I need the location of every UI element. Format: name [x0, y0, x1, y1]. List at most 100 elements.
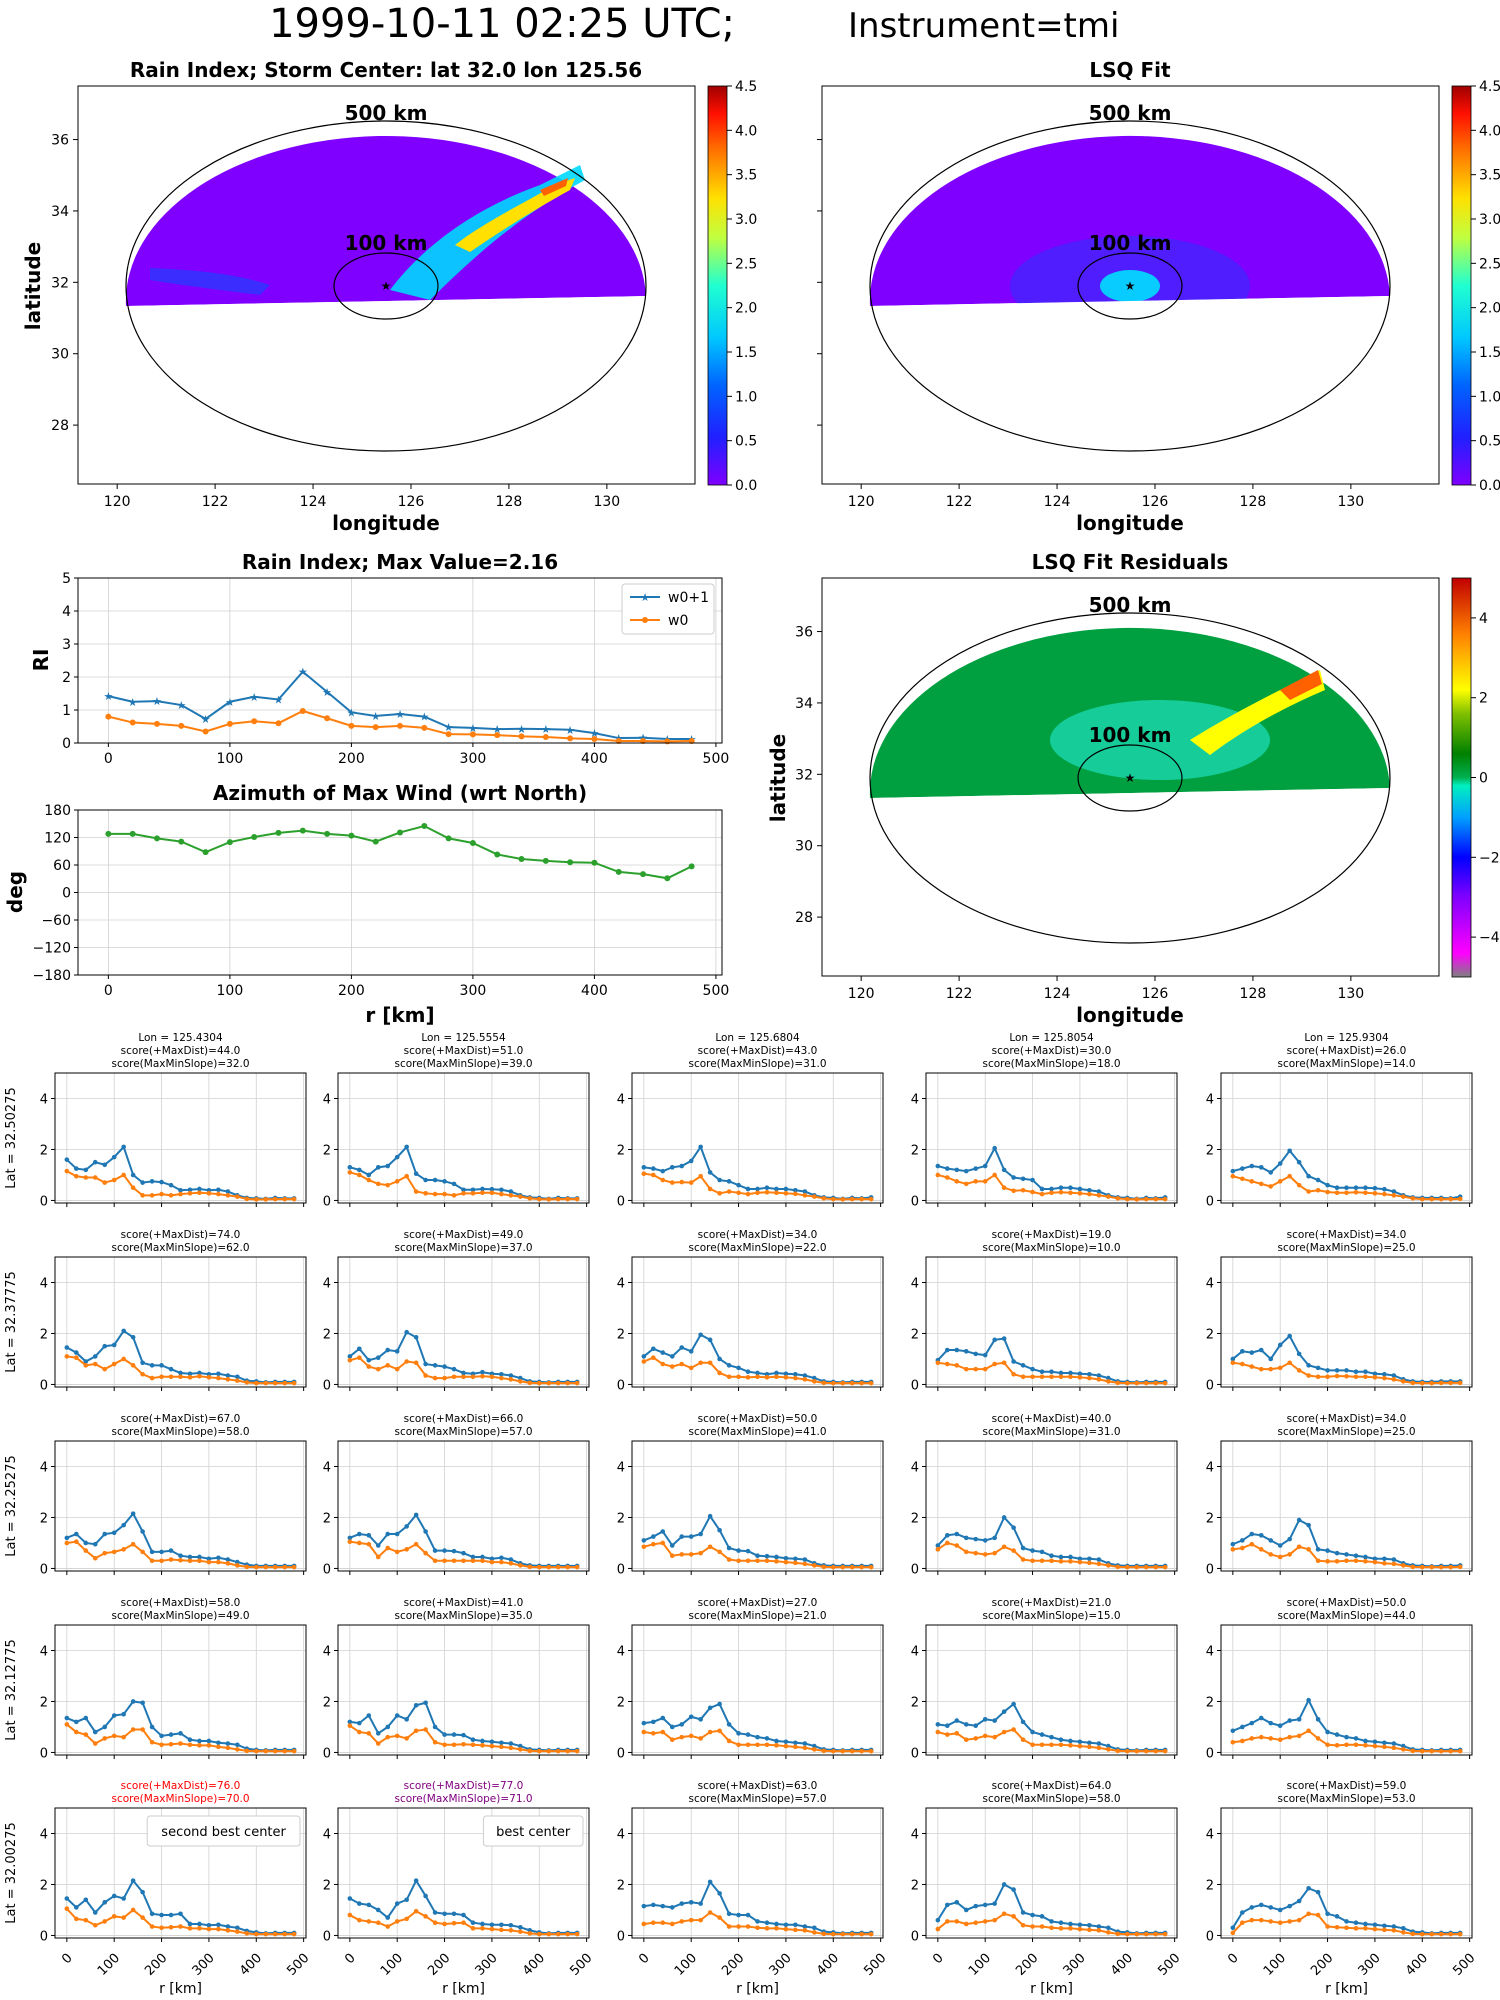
- grid-r4-c3-series-1-point-22: [1143, 1931, 1149, 1937]
- grid-r0-c4-series-1-point-22: [1438, 1196, 1444, 1202]
- grid-r4-c1-series-1-point-9: [432, 1920, 438, 1926]
- grid-r3-c4-series-1-point-9: [1315, 1736, 1321, 1741]
- grid-r0-c2-series-0-point-12: [755, 1186, 760, 1192]
- grid-r0-c4-series-1-point-1: [1240, 1176, 1245, 1182]
- grid-r3-c2-frame: [631, 1624, 884, 1756]
- grid-r1-c0-ytick-label-1: 2: [40, 1327, 48, 1342]
- az-series-0-point-6: [251, 834, 258, 841]
- grid-r0-c1-series-0-point-8: [423, 1177, 428, 1183]
- grid-r0-c2-frame: [631, 1072, 884, 1204]
- ri-series-1-point-17: [518, 733, 525, 740]
- grid-r1-c4-series-0-point-14: [1363, 1369, 1368, 1375]
- grid-r2-c4-series-1-point-19: [1410, 1564, 1416, 1570]
- grid-r0-c3-series-0-point-15: [1077, 1186, 1083, 1192]
- grid-r2-c1-series-1-point-2: [366, 1541, 372, 1547]
- grid-r4-c1-series-0-point-13: [470, 1920, 476, 1926]
- cbB-tick-label-3: 1.5: [1479, 345, 1500, 361]
- grid-r3-c3-series-0-point-4: [973, 1723, 979, 1728]
- grid-r0-c3-series-1-point-6: [992, 1172, 997, 1178]
- grid-r4-c3-series-1-point-11: [1039, 1924, 1045, 1929]
- grid-r4-c0-xtick-label-3: 300: [190, 1951, 218, 1979]
- map-residuals-xtick-label-1: 122: [946, 986, 973, 1002]
- ri-series-0-point-5: ★: [225, 696, 235, 709]
- grid-r3-c0-series-0-point-14: [197, 1738, 202, 1744]
- grid-r2-c4-series-0-point-16: [1382, 1556, 1387, 1562]
- grid-r4-c4-series-1-point-23: [1448, 1931, 1453, 1937]
- grid-r3-c1-series-0-point-2: [366, 1713, 372, 1718]
- grid-r0-c3-series-1-point-12: [1049, 1190, 1054, 1196]
- grid-r0-c2-series-1-point-9: [726, 1189, 732, 1194]
- grid-r4-c1-series-1-point-16: [499, 1927, 504, 1933]
- grid-r3-c4-series-1-point-24: [1457, 1748, 1463, 1754]
- grid-r4-c1-xtick-label-2: 200: [425, 1951, 453, 1979]
- grid-r3-c2-series-1-point-11: [745, 1742, 751, 1748]
- cbA-tick-label-0: 0.0: [735, 478, 757, 494]
- map-lsq-fit-title: LSQ Fit: [1089, 58, 1171, 82]
- grid-r1-c4-series-1-point-10: [1325, 1374, 1330, 1380]
- map-rain-index-white-half: [126, 296, 646, 484]
- grid-r2-c1-series-0-point-9: [432, 1548, 438, 1553]
- grid-r1-c2-series-1-point-3: [669, 1364, 675, 1369]
- grid-r4-c2-series-0-point-14: [774, 1921, 779, 1927]
- grid-r1-c0-series-0-point-4: [102, 1343, 108, 1349]
- map-residuals-ytick-label-2: 32: [795, 767, 813, 783]
- ri-series-1-point-2: [153, 720, 160, 727]
- grid-r3-c1-series-1-point-20: [536, 1748, 542, 1754]
- grid-r4-c2-series-0-point-12: [755, 1919, 760, 1924]
- grid-r3-c3-series-1-point-9: [1020, 1737, 1026, 1743]
- grid-r4-c2-series-0-point-5: [688, 1900, 694, 1905]
- grid-r0-c4-series-1-point-21: [1429, 1196, 1435, 1202]
- grid-r0-c0-series-0-point-6: [121, 1144, 126, 1150]
- grid-r1-c3-series-0-point-12: [1049, 1369, 1054, 1375]
- grid-r3-c0-series-1-point-7: [130, 1727, 136, 1732]
- grid-r4-c1-series-1-point-0: [347, 1912, 353, 1918]
- grid-r0-c1-series-1-point-14: [480, 1190, 485, 1196]
- grid-r2-c4-series-0-point-12: [1344, 1552, 1349, 1557]
- grid-r0-c3-series-1-point-17: [1096, 1193, 1102, 1198]
- grid-r0-c2-series-1-point-17: [802, 1193, 808, 1198]
- grid-r0-c2-series-0-point-9: [726, 1179, 732, 1184]
- grid-r1-c0-series-1-point-21: [263, 1380, 269, 1386]
- grid-r2-c1-series-0-point-14: [480, 1554, 485, 1560]
- az-xtick-label-1: 100: [217, 983, 244, 999]
- grid-r2-c1-series-0-point-6: [404, 1524, 409, 1529]
- grid-r0-c2-series-0-point-4: [679, 1163, 685, 1169]
- grid-r0-c3-series-0-point-16: [1087, 1187, 1092, 1193]
- grid-r3-c2-series-0-point-8: [717, 1701, 722, 1707]
- grid-r0-c2-series-1-point-4: [679, 1179, 685, 1185]
- grid-r3-c3-score-maxminslope: score(MaxMinSlope)=15.0: [982, 1610, 1120, 1622]
- grid-r1-c2-series-1-point-16: [793, 1375, 798, 1381]
- grid-r2-c2-series-1-point-4: [679, 1552, 685, 1557]
- grid-r4-c0-xtick-label-0: 0: [59, 1951, 75, 1967]
- grid-r2-c3-series-1-point-3: [963, 1549, 969, 1555]
- grid-r3-c2-series-1-point-22: [849, 1748, 855, 1754]
- grid-r4-c2-series-1-point-19: [821, 1931, 827, 1937]
- grid-c1-xlabel: r [km]: [442, 1981, 485, 1997]
- grid-r2-c3-series-1-point-21: [1134, 1564, 1140, 1570]
- grid-r2-c1-series-1-point-9: [432, 1558, 438, 1564]
- grid-r3-c0-series-1-point-22: [272, 1748, 278, 1754]
- grid-r4-c3-series-0-point-4: [973, 1903, 979, 1909]
- grid-r0-c4-series-1-point-14: [1363, 1190, 1368, 1196]
- grid-r0-c0-series-0-point-1: [74, 1166, 79, 1171]
- grid-r0-c4-score-maxminslope: score(MaxMinSlope)=14.0: [1277, 1058, 1415, 1070]
- grid-panel-r3-c4: 024score(+MaxDist)=50.0score(MaxMinSlope…: [1206, 1597, 1473, 1761]
- grid-r2-c2-frame: [631, 1440, 884, 1572]
- grid-panel-r3-c0: 024score(+MaxDist)=58.0score(MaxMinSlope…: [4, 1597, 307, 1761]
- grid-r4-c1-series-1-point-20: [536, 1931, 542, 1937]
- grid-r4-c3-ytick-label-1: 2: [911, 1878, 919, 1893]
- grid-r3-c4-series-1-point-11: [1334, 1743, 1340, 1748]
- grid-r3-c2-series-0-point-9: [726, 1722, 732, 1727]
- grid-r4-c0-ytick-label-0: 0: [40, 1929, 48, 1944]
- grid-r4-c4-series-1-point-4: [1268, 1919, 1274, 1924]
- grid-r0-c0-series-0-point-5: [111, 1154, 117, 1160]
- grid-r3-c3-series-0-point-17: [1096, 1741, 1102, 1746]
- grid-r1-c0-score-maxdist: score(+MaxDist)=74.0: [121, 1229, 241, 1241]
- grid-r4-c0-series-1-point-1: [74, 1916, 79, 1922]
- grid-r1-c4-series-0-point-17: [1391, 1373, 1397, 1378]
- grid-r1-c0-series-1-point-22: [272, 1380, 278, 1386]
- grid-r0-c0-series-0-point-13: [187, 1187, 193, 1193]
- grid-r0-c4-series-0-point-7: [1296, 1159, 1302, 1165]
